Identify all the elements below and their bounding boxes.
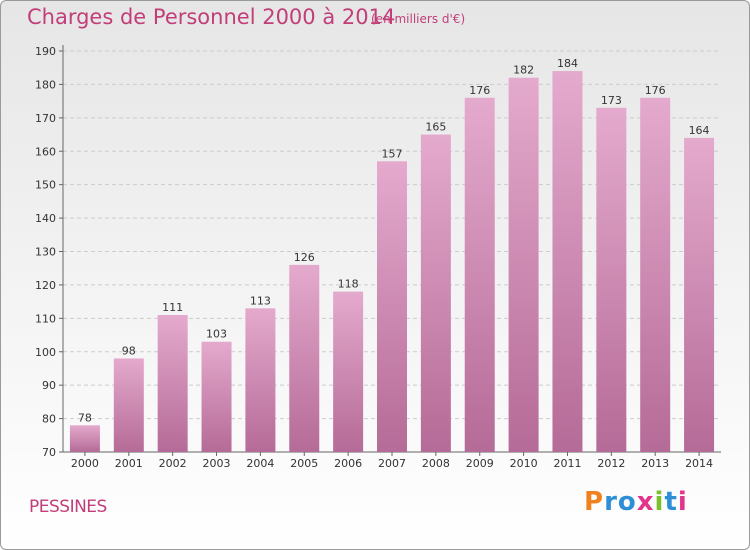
y-tick-label: 80: [42, 413, 56, 426]
y-tick-label: 140: [35, 212, 56, 225]
bar-value-label: 164: [689, 124, 710, 137]
logo-letter: t: [664, 487, 678, 517]
y-tick-label: 70: [42, 446, 56, 459]
y-tick-label: 110: [35, 312, 56, 325]
bar: [596, 107, 627, 452]
x-tick-label: 2014: [685, 457, 713, 470]
chart-unit: (en milliers d'€): [371, 12, 466, 26]
y-tick-label: 190: [35, 45, 56, 58]
y-tick-label: 180: [35, 78, 56, 91]
bar: [289, 264, 320, 452]
bar: [640, 97, 671, 453]
logo-letter: o: [617, 487, 637, 517]
x-tick-label: 2007: [378, 457, 406, 470]
bar: [377, 161, 407, 452]
bar-value-label: 165: [425, 121, 446, 134]
bar: [113, 358, 144, 452]
bar: [201, 341, 232, 452]
x-tick-label: 2003: [203, 457, 231, 470]
y-tick-label: 130: [35, 246, 56, 259]
x-tick-label: 2011: [553, 457, 581, 470]
y-tick-label: 160: [35, 145, 56, 158]
bar-value-label: 176: [469, 84, 490, 97]
x-tick-label: 2001: [115, 457, 143, 470]
y-tick-label: 150: [35, 179, 56, 192]
x-tick-label: 2012: [597, 457, 625, 470]
logo-letter: i: [654, 487, 665, 517]
bar-value-label: 176: [645, 84, 666, 97]
bar-value-label: 157: [382, 147, 403, 160]
bar-value-label: 118: [338, 278, 359, 291]
bar: [464, 97, 495, 453]
bar-value-label: 113: [250, 294, 271, 307]
logo-letter: P: [584, 487, 605, 517]
bar-value-label: 184: [557, 57, 578, 70]
x-tick-label: 2002: [159, 457, 187, 470]
bar: [69, 425, 100, 452]
bar: [552, 71, 583, 453]
bar: [684, 137, 715, 452]
bar-value-label: 126: [294, 251, 315, 264]
bar: [245, 308, 276, 452]
x-tick-label: 2008: [422, 457, 450, 470]
x-tick-label: 2004: [246, 457, 274, 470]
bar: [157, 314, 188, 452]
bar: [508, 77, 539, 452]
x-tick-label: 2009: [466, 457, 494, 470]
y-tick-label: 170: [35, 112, 56, 125]
chart-title: Charges de Personnel 2000 à 2014: [27, 5, 396, 29]
bar-value-label: 103: [206, 328, 227, 341]
bar-value-label: 98: [122, 344, 136, 357]
bar: [420, 134, 451, 452]
x-tick-label: 2006: [334, 457, 362, 470]
bar-value-label: 173: [601, 94, 622, 107]
y-tick-label: 120: [35, 279, 56, 292]
x-tick-label: 2010: [510, 457, 538, 470]
logo-letter: i: [677, 487, 688, 517]
y-tick-label: 90: [42, 379, 56, 392]
x-tick-label: 2000: [71, 457, 99, 470]
bar-value-label: 182: [513, 64, 534, 77]
bar-value-label: 78: [78, 411, 92, 424]
place-name: PESSINES: [29, 497, 107, 517]
y-tick-label: 100: [35, 346, 56, 359]
x-tick-label: 2013: [641, 457, 669, 470]
bar: [333, 291, 364, 452]
bar-value-label: 111: [162, 301, 183, 314]
logo-letter: r: [604, 487, 618, 517]
proxiti-logo: Proxiti: [584, 487, 688, 517]
x-tick-label: 2005: [290, 457, 318, 470]
logo-letter: x: [636, 487, 655, 517]
